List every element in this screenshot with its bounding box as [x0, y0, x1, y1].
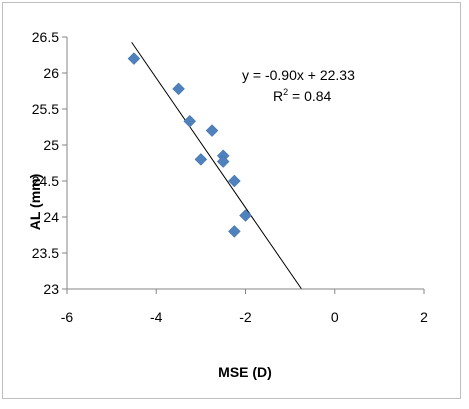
y-tick-label: 23	[43, 281, 59, 297]
data-point	[183, 114, 197, 128]
y-tick-label: 24.5	[32, 173, 59, 189]
trendline-group	[131, 42, 302, 289]
data-point	[194, 153, 208, 166]
chart-area	[2, 2, 461, 399]
trendline-equation: y = -0.90x + 22.33	[242, 67, 355, 83]
x-axis-ticks: -6 -4 -2 0 2	[61, 289, 428, 325]
r-squared-prefix: R	[273, 88, 283, 104]
x-axis-title: MSE (D)	[218, 364, 272, 380]
x-tick-label: -2	[239, 309, 252, 325]
y-tick-label: 25	[43, 137, 59, 153]
y-tick-label: 26.5	[32, 29, 59, 45]
x-tick-label: 2	[420, 309, 428, 325]
y-tick-label: 23.5	[32, 245, 59, 261]
y-axis-title: AL (mm)	[27, 174, 43, 231]
data-point	[205, 124, 219, 137]
trendline	[131, 42, 302, 289]
data-point	[239, 209, 252, 222]
r-squared-value: = 0.84	[288, 88, 331, 104]
y-tick-label: 26	[43, 65, 59, 81]
x-tick-label: -4	[150, 309, 163, 325]
x-tick-label: 0	[331, 309, 339, 325]
x-tick-label: -6	[61, 309, 74, 325]
y-axis-ticks: 23 23.5 24 24.5 25 25.5 26 26.5	[32, 29, 67, 297]
r-squared-label: R2 = 0.84	[273, 87, 332, 104]
data-point	[227, 225, 241, 238]
r-squared-superscript: 2	[283, 87, 288, 97]
data-point	[172, 82, 185, 96]
y-tick-label: 24	[43, 209, 59, 225]
data-point	[127, 52, 141, 65]
data-point	[216, 155, 230, 168]
y-tick-label: 25.5	[32, 101, 59, 117]
data-points	[127, 52, 252, 238]
data-point	[227, 174, 241, 188]
